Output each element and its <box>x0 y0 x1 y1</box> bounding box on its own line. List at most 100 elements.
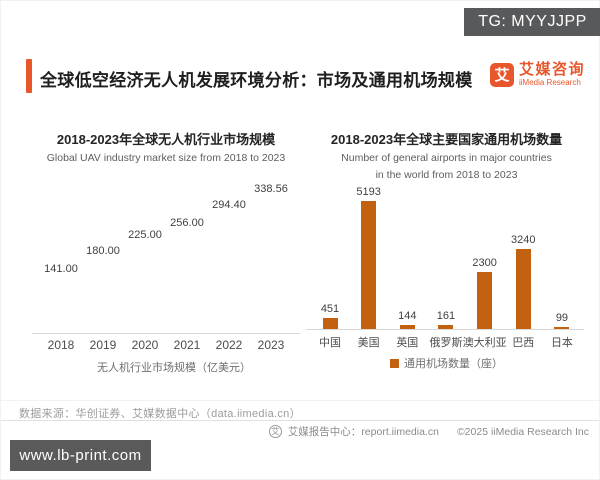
drone-icon <box>180 290 194 299</box>
iimedia-logo-text: 艾媒咨询 iiMedia Research <box>518 61 585 88</box>
drone-icon <box>222 221 236 230</box>
bar <box>477 272 493 329</box>
drone-icon <box>54 290 68 299</box>
iimedia-logo-icon: 艾 <box>489 62 514 87</box>
chart-subtitle-line1: Number of general airports in major coun… <box>341 152 552 164</box>
value-label: 141.00 <box>44 263 78 275</box>
drone-icon <box>96 260 110 264</box>
drone-icon <box>222 267 236 276</box>
bar-column: 3240 <box>505 234 541 329</box>
axis-label: 2019 <box>89 338 117 352</box>
axis-label: 日本 <box>550 337 573 349</box>
airports-legend: 通用机场数量（座） <box>294 355 599 371</box>
value-label: 3240 <box>511 234 536 247</box>
value-label: 451 <box>320 302 340 315</box>
uav-pictogram-plot: 141.00 180.00 225.00 256.00 294.40 338.56 <box>42 175 290 333</box>
legend-swatch <box>390 358 399 368</box>
drone-icon <box>180 255 194 264</box>
axis-label: 英国 <box>396 337 419 349</box>
drone-icon <box>54 313 68 322</box>
drone-icon <box>222 255 236 264</box>
drone-icon <box>96 267 110 276</box>
bar <box>322 317 338 329</box>
report-footer: 艾 艾媒报告中心：report.iimedia.cn ©2025 iiMedia… <box>268 424 589 439</box>
drone-icon <box>138 301 152 310</box>
drone-icon <box>264 244 278 253</box>
drone-legend-icon <box>81 361 92 373</box>
icon-stack <box>54 278 68 333</box>
report-center-link: 艾媒报告中心：report.iimedia.cn <box>287 426 439 438</box>
drone-icon <box>222 313 236 322</box>
bar <box>515 249 531 329</box>
axis-label: 2023 <box>257 338 285 352</box>
axis-label: 澳大利亚 <box>462 337 507 349</box>
drone-icon <box>96 324 110 333</box>
axis-label: 2022 <box>215 338 243 352</box>
drone-icon <box>222 232 236 241</box>
drone-icon <box>264 232 278 241</box>
uav-xaxis-labels: 2018 2019 2020 2021 2022 2023 <box>42 338 290 352</box>
axis-label: 俄罗斯 <box>429 337 463 349</box>
drone-icon <box>180 244 194 253</box>
axis-label: 2021 <box>173 338 201 352</box>
footer-divider-top <box>1 400 599 401</box>
value-label: 144 <box>398 310 417 323</box>
value-label: 99 <box>555 311 569 324</box>
drone-icon <box>96 301 110 310</box>
drone-icon <box>180 301 194 310</box>
iimedia-badge-icon: 艾 <box>268 425 282 438</box>
drone-icon <box>96 290 110 299</box>
icon-stack <box>222 214 236 333</box>
pictogram-column: 180.00 <box>84 245 122 333</box>
drone-icon <box>264 209 278 218</box>
drone-icon <box>264 278 278 287</box>
logo-name-cn: 艾媒咨询 <box>518 61 585 78</box>
icon-stack <box>180 232 194 333</box>
chart-title: 2018-2023年全球无人机行业市场规模 <box>56 132 276 147</box>
drone-icon <box>264 324 278 333</box>
drone-icon <box>138 267 152 276</box>
drone-icon <box>180 278 194 287</box>
value-label: 294.40 <box>212 199 246 212</box>
value-label: 338.56 <box>254 182 288 195</box>
tg-watermark: TG: MYYJJPP <box>464 8 600 36</box>
drone-icon <box>222 290 236 299</box>
bar-column: 161 <box>428 310 464 329</box>
bar-column: 144 <box>389 310 425 329</box>
pictogram-column: 338.56 <box>252 183 290 334</box>
value-label: 161 <box>436 310 456 323</box>
chart-subtitle-line2: in the world from 2018 to 2023 <box>375 169 518 181</box>
drone-icon <box>138 324 152 333</box>
pictogram-column: 225.00 <box>126 229 164 334</box>
value-label: 225.00 <box>128 228 162 241</box>
drone-icon <box>222 214 236 218</box>
value-label: 180.00 <box>86 245 120 258</box>
title-accent-bar <box>26 59 32 93</box>
lbprint-watermark: www.lb-print.com <box>10 440 151 471</box>
chart-title: 2018-2023年全球主要国家通用机场数量 <box>330 132 563 147</box>
icon-stack <box>96 260 110 333</box>
axis-label: 2018 <box>47 338 75 352</box>
legend-label: 通用机场数量（座） <box>404 358 503 370</box>
drone-icon <box>264 267 278 276</box>
drone-icon <box>81 363 92 370</box>
data-source: 数据来源：华创证券、艾媒数据中心（data.iimedia.cn） <box>19 408 301 420</box>
drone-icon <box>222 278 236 287</box>
drone-icon <box>96 278 110 287</box>
axis-label: 中国 <box>319 337 341 349</box>
x-axis-line <box>32 333 300 334</box>
drone-icon <box>96 313 110 322</box>
drone-icon <box>264 301 278 310</box>
drone-icon <box>138 255 152 264</box>
airports-xaxis-labels: 中国 美国 英国 俄罗斯 澳大利亚 巴西 日本 <box>312 334 580 350</box>
value-label: 5193 <box>356 186 381 198</box>
drone-icon <box>222 301 236 310</box>
bar <box>361 201 377 329</box>
bar-column: 451 <box>312 303 348 329</box>
drone-icon <box>264 290 278 299</box>
copyright-text: ©2025 iiMedia Research Inc <box>456 425 589 438</box>
iimedia-logo: 艾 艾媒咨询 iiMedia Research <box>489 61 585 88</box>
icon-stack <box>138 244 152 334</box>
value-label: 256.00 <box>170 217 204 229</box>
airports-bar-plot: 451 5193 144 161 2300 3240 99 <box>312 186 580 329</box>
